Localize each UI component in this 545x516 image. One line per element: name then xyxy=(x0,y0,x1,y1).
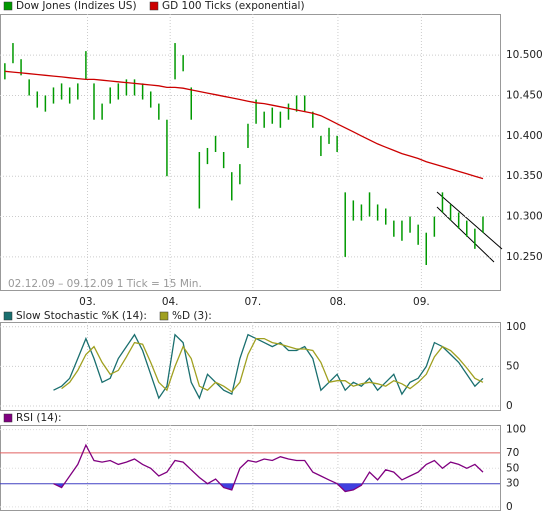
y-tick-label: 10.250 xyxy=(506,251,543,263)
price-panel xyxy=(0,14,501,291)
x-tick-label: 03. xyxy=(79,296,96,308)
legend-label: Dow Jones (Indizes US) xyxy=(16,0,137,12)
x-tick-label: 07. xyxy=(244,296,261,308)
x-tick-label: 04. xyxy=(162,296,179,308)
y-tick-label: 100 xyxy=(506,321,526,333)
channel-line xyxy=(436,206,495,263)
legend-swatch xyxy=(159,311,169,321)
legend-label: Slow Stochastic %K (14): xyxy=(16,310,147,322)
legend-swatch xyxy=(3,413,13,423)
y-tick-label: 50 xyxy=(506,462,519,474)
y-tick-label: 70 xyxy=(506,447,519,459)
y-tick-label: 10.450 xyxy=(506,90,543,102)
y-tick-label: 0 xyxy=(506,400,513,412)
legend-label: %D (3): xyxy=(172,310,212,322)
y-tick-label: 10.300 xyxy=(506,211,543,223)
line xyxy=(4,70,484,180)
legend-swatch xyxy=(149,1,159,11)
legend-swatch xyxy=(3,311,13,321)
y-tick-label: 10.400 xyxy=(506,130,543,142)
y-tick-label: 10.350 xyxy=(506,170,543,182)
y-tick-label: 30 xyxy=(506,478,519,490)
channel-line xyxy=(436,191,503,250)
x-tick-label: 09. xyxy=(413,296,430,308)
y-tick-label: 0 xyxy=(506,501,513,513)
line xyxy=(61,337,484,393)
x-tick-label: 08. xyxy=(330,296,347,308)
trend-channel xyxy=(436,191,503,263)
line xyxy=(53,333,484,400)
y-tick-label: 50 xyxy=(506,360,519,372)
y-tick-label: 100 xyxy=(506,424,526,436)
legend-label: GD 100 Ticks (exponential) xyxy=(162,0,305,12)
line xyxy=(53,443,484,493)
legend-label: RSI (14): xyxy=(16,412,62,424)
legend-swatch xyxy=(3,1,13,11)
annotation: 02.12.09 – 09.12.09 1 Tick = 15 Min. xyxy=(8,278,202,290)
y-tick-label: 10.500 xyxy=(506,49,543,61)
